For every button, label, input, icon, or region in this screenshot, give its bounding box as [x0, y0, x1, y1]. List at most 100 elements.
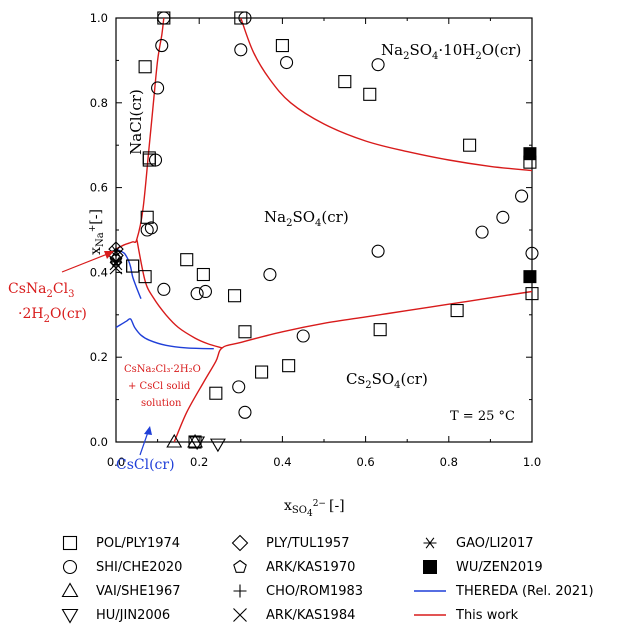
- y-tick-label: 0.2: [90, 350, 108, 364]
- legend-label-vai-she1967: VAI/SHE1967: [96, 584, 181, 599]
- x-tick-label: 0.0: [107, 455, 125, 469]
- axis-tick-labels: 0.0 0.2 0.4 0.6 0.8 1.0 0.0 0.2 0.4 0.6 0.8 1.0: [90, 11, 541, 469]
- point-pol-ply1974: [196, 267, 210, 282]
- curve-this-work: [136, 239, 223, 349]
- point-pol-ply1974: [234, 11, 248, 25]
- point-pol-ply1974: [525, 287, 539, 301]
- legend-label-ark-kas1984: ARK/KAS1984: [266, 608, 355, 623]
- y-tick-label: 0.6: [90, 181, 108, 195]
- point-shi-che2020: [525, 246, 539, 260]
- x-axis-label: xSO42− [-]: [284, 498, 345, 519]
- point-shi-che2020: [515, 189, 529, 203]
- legend-label-ark-kas1970: ARK/KAS1970: [266, 560, 355, 575]
- point-shi-che2020: [280, 55, 294, 70]
- y-tick-label: 1.0: [90, 11, 108, 25]
- legend-label-thereda-rel-2021: THEREDA (Rel. 2021): [455, 584, 594, 599]
- curve-thereda-rel-2021: [115, 248, 142, 299]
- legend-marker-wu-zen2019: [423, 560, 437, 574]
- point-shi-che2020: [238, 11, 252, 25]
- csna-arrow-line: [61, 252, 111, 273]
- y-tick-label: 0.0: [90, 435, 108, 449]
- x-tick-label: 1.0: [523, 455, 541, 469]
- point-shi-che2020: [263, 267, 277, 282]
- point-pol-ply1974: [463, 138, 477, 152]
- point-pol-ply1974: [142, 153, 156, 167]
- point-pol-ply1974: [138, 60, 152, 74]
- legend-marker-cho-rom1983: [233, 584, 247, 598]
- point-ark-kas1984: [109, 257, 123, 271]
- x-tick-label: 0.4: [273, 455, 291, 469]
- x-tick-label: 0.2: [190, 455, 208, 469]
- point-pol-ply1974: [138, 270, 152, 284]
- csna-arrow-head: [104, 251, 114, 259]
- point-shi-che2020: [238, 405, 252, 419]
- point-gao-li2017: [110, 256, 122, 267]
- y-axis-label: xNa+[-]: [88, 209, 106, 255]
- annotation-solid-solution-1: CsNa₂Cl₃·2H₂O: [124, 364, 201, 375]
- point-hu-jin2006: [209, 438, 226, 453]
- legend-marker-ark-kas1984: [233, 608, 247, 622]
- point-pol-ply1974: [209, 386, 223, 400]
- annotation-temperature: T = 25 °C: [450, 409, 515, 424]
- point-vai-she1967: [187, 433, 203, 448]
- legend-marker-pol-ply1974: [62, 535, 78, 551]
- x-tick-label: 0.8: [440, 455, 458, 469]
- point-shi-che2020: [475, 225, 489, 239]
- point-pol-ply1974: [126, 259, 140, 273]
- x-tick-label: 0.6: [356, 455, 374, 469]
- legend: POL/PLY1974 PLY/TUL1957 GAO/LI2017 SHI/CHE2…: [61, 534, 594, 624]
- point-pol-ply1974: [450, 304, 464, 318]
- point-shi-che2020: [157, 11, 171, 25]
- legend-label-ply-tul1957: PLY/TUL1957: [266, 536, 349, 551]
- point-pol-ply1974: [275, 39, 289, 53]
- point-shi-che2020: [234, 43, 248, 57]
- point-pol-ply1974: [238, 325, 252, 339]
- point-pol-ply1974: [373, 323, 387, 337]
- annotation-solid-solution-3: solution: [141, 398, 182, 409]
- legend-marker-hu-jin2006: [61, 608, 79, 624]
- point-wu-zen2019: [523, 270, 537, 284]
- point-vai-she1967: [166, 433, 183, 448]
- legend-marker-ply-tul1957: [231, 534, 249, 552]
- point-shi-che2020: [148, 153, 163, 167]
- curve-this-work: [173, 290, 533, 443]
- legend-label-shi-che2020: SHI/CHE2020: [96, 560, 182, 575]
- point-ark-kas1984: [109, 261, 123, 275]
- legend-label-gao-li2017: GAO/LI2017: [456, 536, 534, 551]
- point-shi-che2020: [151, 81, 165, 95]
- legend-label-this-work: This work: [455, 608, 519, 623]
- annotation-na2so4: Na2SO4(cr): [264, 208, 349, 229]
- curve-this-work: [115, 17, 165, 250]
- axis-ticks: [115, 17, 533, 443]
- annotation-cscl: CsCl(cr): [116, 457, 175, 473]
- plot-frame: [115, 17, 533, 443]
- point-shi-che2020: [371, 58, 385, 72]
- legend-label-cho-rom1983: CHO/ROM1983: [266, 584, 363, 599]
- point-pol-ply1974: [255, 365, 269, 379]
- point-hu-jin2006: [189, 436, 206, 451]
- point-pol-ply1974: [228, 289, 242, 303]
- cscl-arrow-line: [139, 431, 149, 456]
- annotation-nacl: NaCl(cr): [127, 89, 145, 155]
- curve-this-work: [240, 17, 533, 172]
- point-wu-zen2019: [523, 147, 537, 161]
- point-shi-che2020: [198, 284, 212, 299]
- legend-marker-ark-kas1970: [233, 559, 247, 573]
- point-pol-ply1974: [338, 75, 352, 89]
- phase-boundary-curves: [115, 17, 533, 443]
- y-tick-label: 0.4: [90, 265, 108, 279]
- cscl-arrow-head: [144, 426, 152, 435]
- annotation-csna-line2: ·2H2O(cr): [18, 306, 87, 325]
- legend-label-pol-ply1974: POL/PLY1974: [96, 536, 180, 551]
- annotation-csna-line1: CsNa2Cl3: [8, 281, 74, 300]
- legend-label-wu-zen2019: WU/ZEN2019: [456, 560, 543, 575]
- legend-label-hu-jin2006: HU/JIN2006: [96, 608, 170, 623]
- point-pol-ply1974: [180, 253, 194, 267]
- curve-thereda-rel-2021: [115, 318, 214, 350]
- point-shi-che2020: [232, 380, 246, 394]
- point-pol-ply1974: [363, 87, 377, 101]
- legend-marker-shi-che2020: [62, 559, 78, 575]
- annotation-cs2so4: Cs2SO4(cr): [346, 370, 428, 391]
- legend-marker-vai-she1967: [61, 582, 79, 598]
